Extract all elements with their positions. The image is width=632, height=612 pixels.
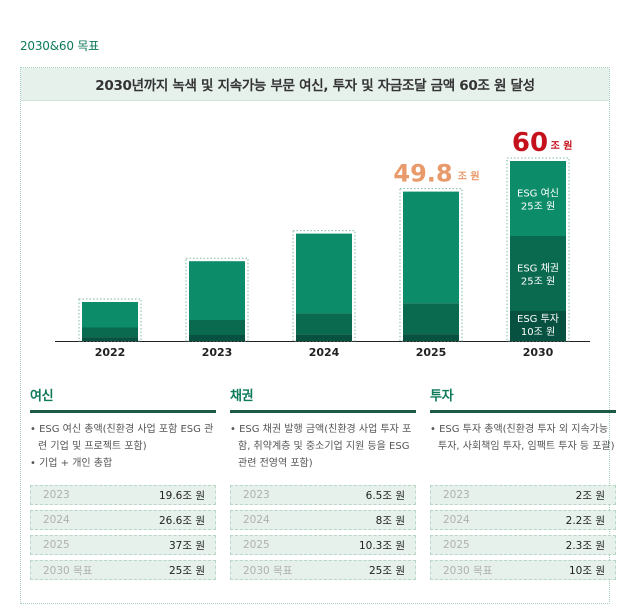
bar-segment — [296, 313, 352, 335]
note-item: • ESG 투자 총액(친환경 투자 외 지속가능 투자, 사회책임 투자, 임… — [430, 424, 615, 452]
row-year: 2025 — [443, 539, 470, 551]
section-label: 2030&60 목표 — [20, 39, 100, 53]
note-item: • ESG 여신 총액(친환경 사업 포함 ESG 관련 기업 및 프로젝트 포… — [30, 424, 214, 452]
row-year: 2025 — [243, 539, 270, 551]
row-value: 2.3조 원 — [565, 539, 605, 552]
bar-segment — [296, 334, 352, 341]
row-value: 19.6조 원 — [158, 489, 205, 502]
bar-segment — [510, 161, 566, 236]
row-value: 2.2조 원 — [565, 514, 605, 527]
bar-segment — [403, 191, 459, 304]
row-year: 2030 목표 — [43, 564, 93, 577]
column-bonds: 채권 • ESG 채권 발행 금액(친환경 사업 투자 포함, 취약계층 및 중… — [230, 385, 416, 580]
value-row: 2024 26.6조 원 — [30, 510, 216, 530]
value-row: 2030 목표 25조 원 — [30, 560, 216, 580]
value-row: 2024 2.2조 원 — [430, 510, 616, 530]
row-year: 2023 — [443, 489, 470, 501]
value-row: 2025 10.3조 원 — [230, 535, 416, 555]
segment-name-label: ESG 투자 — [517, 313, 559, 325]
column-loans: 여신 • ESG 여신 총액(친환경 사업 포함 ESG 관련 기업 및 프로젝… — [30, 385, 216, 580]
row-value: 25조 원 — [168, 564, 205, 577]
column-investment: 투자 • ESG 투자 총액(친환경 투자 외 지속가능 투자, 사회책임 투자… — [430, 385, 616, 580]
row-year: 2024 — [443, 514, 470, 526]
x-tick-label: 2030 — [523, 346, 554, 359]
bar-segment — [403, 334, 459, 341]
note-item: • 기업 + 개인 총합 — [30, 458, 113, 469]
column-notes: • ESG 여신 총액(친환경 사업 포함 ESG 관련 기업 및 프로젝트 포… — [30, 421, 216, 489]
row-value: 10조 원 — [568, 564, 605, 577]
x-tick-label: 2022 — [95, 346, 126, 359]
row-value: 10.3조 원 — [358, 539, 405, 552]
row-value: 26.6조 원 — [158, 514, 205, 527]
row-value: 25조 원 — [368, 564, 405, 577]
x-tick-label: 2024 — [309, 346, 340, 359]
row-value: 8조 원 — [375, 514, 405, 527]
bar-segment — [510, 236, 566, 311]
bar-segment — [189, 335, 245, 341]
x-tick-label: 2025 — [416, 346, 447, 359]
x-tick-label: 2023 — [202, 346, 233, 359]
total-value-label: 49.8 — [393, 160, 452, 188]
value-row: 2024 8조 원 — [230, 510, 416, 530]
row-year: 2024 — [243, 514, 270, 526]
bar-segment — [403, 303, 459, 335]
segment-value-label: 10조 원 — [521, 326, 555, 338]
column-title: 채권 — [230, 385, 416, 413]
bar-segment — [296, 233, 352, 314]
segment-value-label: 25조 원 — [521, 201, 555, 213]
bar-segment — [189, 320, 245, 335]
bar-segment — [82, 302, 138, 328]
total-unit-label: 조 원 — [551, 139, 573, 152]
column-title: 투자 — [430, 385, 616, 413]
row-year: 2024 — [43, 514, 70, 526]
row-year: 2030 목표 — [443, 564, 493, 577]
total-unit-label: 조 원 — [458, 170, 480, 183]
value-row: 2030 목표 25조 원 — [230, 560, 416, 580]
bar-segment — [82, 327, 138, 338]
bar-segment — [189, 261, 245, 320]
value-rows: 2023 2조 원 2024 2.2조 원 2025 2.3조 원 2030 목표 10… — [430, 485, 616, 585]
bar-outline — [78, 298, 142, 342]
goal-frame: 2030년까지 녹색 및 지속가능 부문 여신, 투자 및 자금조달 금액 60… — [20, 67, 610, 604]
value-row: 2023 2조 원 — [430, 485, 616, 505]
segment-name-label: ESG 채권 — [517, 263, 559, 275]
row-year: 2023 — [43, 489, 70, 501]
total-value-label: 60 — [512, 128, 548, 158]
value-rows: 2023 6.5조 원 2024 8조 원 2025 10.3조 원 2030 목표 2… — [230, 485, 416, 585]
row-year: 2030 목표 — [243, 564, 293, 577]
note-item: • ESG 채권 발행 금액(친환경 사업 투자 포함, 취약계층 및 중소기업… — [230, 424, 412, 469]
row-year: 2023 — [243, 489, 270, 501]
row-value: 37조 원 — [168, 539, 205, 552]
value-row: 2023 6.5조 원 — [230, 485, 416, 505]
segment-name-label: ESG 여신 — [517, 188, 559, 200]
bar-segment — [82, 337, 138, 341]
row-year: 2025 — [43, 539, 70, 551]
value-rows: 2023 19.6조 원 2024 26.6조 원 2025 37조 원 2030 목… — [30, 485, 216, 585]
row-value: 2조 원 — [575, 489, 605, 502]
column-notes: • ESG 투자 총액(친환경 투자 외 지속가능 투자, 사회책임 투자, 임… — [430, 421, 616, 489]
segment-value-label: 25조 원 — [521, 276, 555, 288]
column-notes: • ESG 채권 발행 금액(친환경 사업 투자 포함, 취약계층 및 중소기업… — [230, 421, 416, 489]
banner-title: 2030년까지 녹색 및 지속가능 부문 여신, 투자 및 자금조달 금액 60… — [21, 68, 609, 101]
value-row: 2025 2.3조 원 — [430, 535, 616, 555]
value-row: 2023 19.6조 원 — [30, 485, 216, 505]
value-row: 2025 37조 원 — [30, 535, 216, 555]
value-row: 2030 목표 10조 원 — [430, 560, 616, 580]
row-value: 6.5조 원 — [365, 489, 405, 502]
bar-segment — [510, 311, 566, 341]
column-title: 여신 — [30, 385, 216, 413]
